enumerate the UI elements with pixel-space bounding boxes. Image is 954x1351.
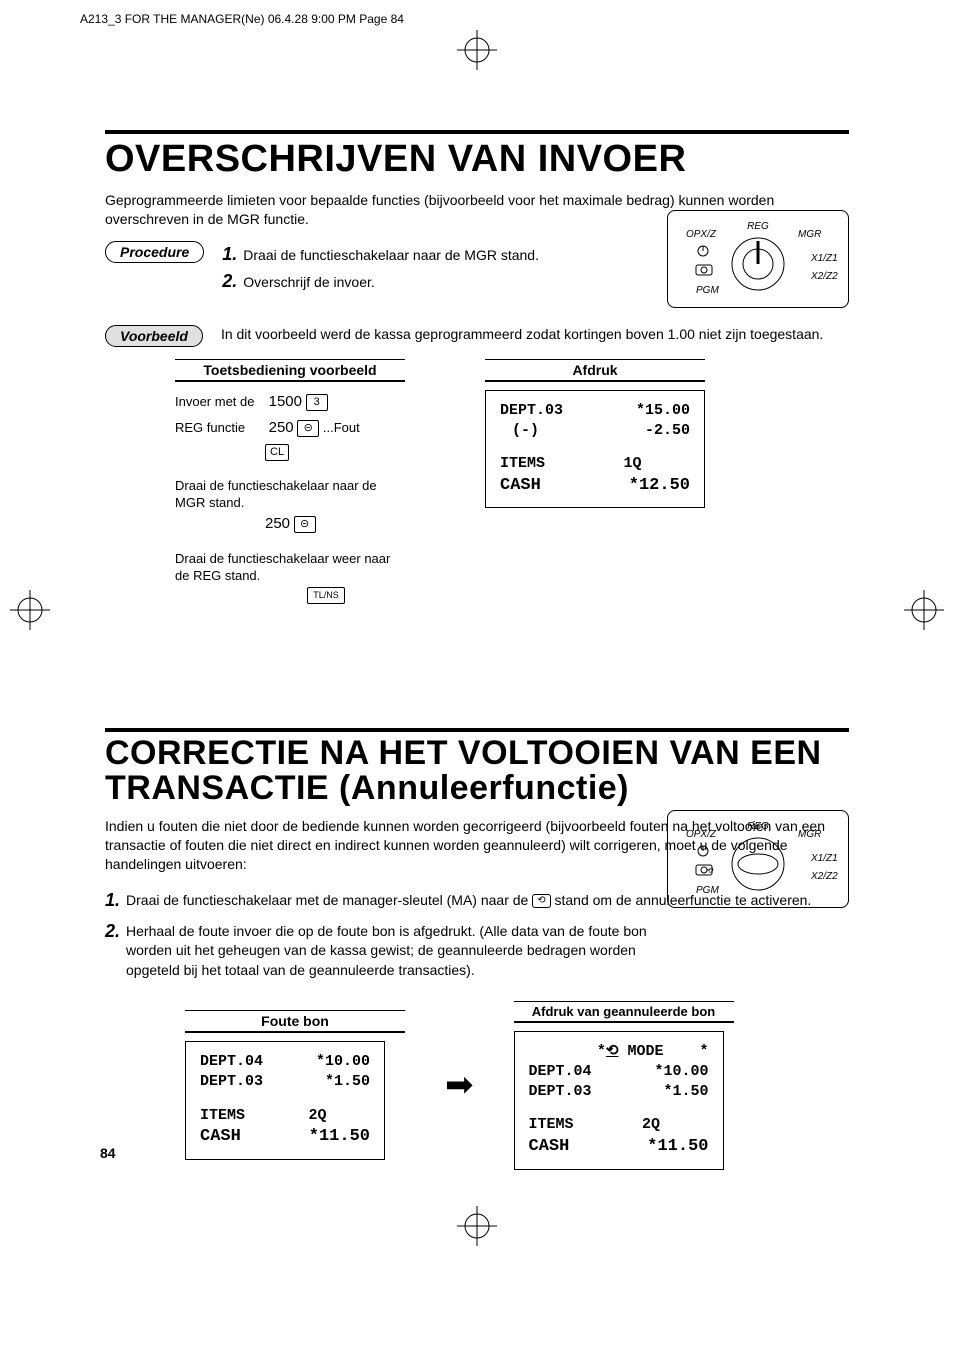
invoer-label: Invoer met de — [175, 392, 265, 413]
crop-mark-top — [457, 30, 497, 75]
step1-text: Draai de functieschakelaar naar de MGR s… — [243, 247, 539, 263]
crop-mark-left — [10, 590, 50, 635]
section2: CORRECTIE NA HET VOLTOOIEN VAN EEN TRANS… — [105, 728, 849, 1170]
key-tlns: TL/NS — [307, 587, 345, 604]
procedure-steps: 1. Draai de functieschakelaar naar de MGR… — [222, 241, 539, 295]
r1-total: *12.50 — [629, 475, 690, 498]
key-minus-b: ⊝ — [294, 516, 316, 533]
ra-l4a: CASH — [529, 1136, 570, 1159]
ra-mode-text: MODE — [627, 1043, 663, 1060]
example-row: Voorbeeld In dit voorbeeld werd de kassa… — [105, 325, 849, 347]
annul-bon-col: Afdruk van geannuleerde bon *⟲ MODE * DE… — [514, 1001, 734, 1170]
rf-l1b: *10.00 — [316, 1052, 370, 1072]
svg-text:X1/Z1: X1/Z1 — [810, 253, 838, 264]
annul-header: Afdruk van geannuleerde bon — [514, 1001, 734, 1023]
svg-text:PGM: PGM — [696, 285, 719, 296]
receipt-foute: DEPT.04 *10.00 DEPT.03 *1.50 ITEMS 2Q CASH *… — [185, 1041, 385, 1160]
rf-l4a: CASH — [200, 1126, 241, 1149]
svg-text:MGR: MGR — [798, 229, 821, 240]
page-number: 84 — [100, 1145, 116, 1161]
afdruk-header: Afdruk — [485, 359, 705, 382]
section1-title: OVERSCHRIJVEN VAN INVOER — [105, 138, 849, 181]
ra-l2a: DEPT.03 — [529, 1082, 592, 1102]
svg-text:OPX/Z: OPX/Z — [686, 229, 717, 240]
key-cl: CL — [265, 444, 289, 461]
foute-bon-col: Foute bon DEPT.04 *10.00 DEPT.03 *1.50 ITE… — [185, 1010, 405, 1160]
rf-l1a: DEPT.04 — [200, 1052, 263, 1072]
ra-l3a: ITEMS — [529, 1115, 574, 1135]
r1-amt1: *15.00 — [636, 401, 690, 421]
s2-step2: Herhaal de foute invoer die op de foute … — [126, 919, 666, 981]
rf-l4b: *11.50 — [309, 1126, 370, 1149]
val-250b: 250 — [265, 512, 290, 536]
r1-cash: CASH — [500, 475, 541, 498]
key-minus: ⊝ — [297, 420, 319, 437]
svg-text:X1/Z1: X1/Z1 — [810, 853, 838, 864]
key-3: 3 — [306, 394, 328, 411]
crop-mark-bottom — [457, 1206, 497, 1251]
step-number: 2. — [222, 271, 237, 291]
svg-text:REG: REG — [747, 221, 769, 232]
rf-l3a: ITEMS — [200, 1106, 245, 1126]
r1-amt2: -2.50 — [645, 421, 690, 441]
void-mode-icon: ⟲ — [532, 894, 550, 908]
r1-qty: 1Q — [624, 454, 642, 474]
arrow-icon: ➡ — [445, 1065, 474, 1105]
svg-text:⟲: ⟲ — [706, 866, 714, 875]
fout-text: ...Fout — [323, 420, 360, 435]
reg-label: REG functie — [175, 418, 265, 439]
receipts-row: Foute bon DEPT.04 *10.00 DEPT.03 *1.50 ITE… — [185, 1001, 849, 1170]
ra-l1b: *10.00 — [654, 1062, 708, 1082]
val-1500: 1500 — [269, 390, 302, 414]
val-250: 250 — [269, 416, 294, 440]
crop-mark-right — [904, 590, 944, 635]
r1-items: ITEMS — [500, 454, 545, 474]
step-number: 1. — [222, 244, 237, 264]
receipt-overschrijven: DEPT.03 *15.00 (-) -2.50 ITEMS 1Q CASH *12.5… — [485, 390, 705, 509]
voorbeeld-pill: Voorbeeld — [105, 325, 203, 347]
step-number: 1. — [105, 888, 120, 913]
afdruk-col: Afdruk DEPT.03 *15.00 (-) -2.50 ITEMS 1Q CA… — [485, 359, 705, 608]
step-number: 2. — [105, 919, 120, 981]
foute-bon-header: Foute bon — [185, 1010, 405, 1033]
ra-mode: *⟲ MODE * — [597, 1042, 709, 1062]
step2-text: Overschrijf de invoer. — [243, 274, 375, 290]
svg-text:REG: REG — [747, 821, 769, 832]
keyops-and-receipt: Toetsbediening voorbeeld Invoer met de 1… — [175, 359, 849, 608]
svg-text:X2/Z2: X2/Z2 — [810, 871, 838, 882]
keyops-col: Toetsbediening voorbeeld Invoer met de 1… — [175, 359, 405, 608]
print-header: A213_3 FOR THE MANAGER(Ne) 06.4.28 9:00 … — [80, 12, 404, 26]
mode-dial-box-2: REG OPX/Z MGR X1/Z1 X2/Z2 PGM ⟲ — [667, 810, 849, 908]
ra-l2b: *1.50 — [663, 1082, 708, 1102]
r1-dept: DEPT.03 — [500, 401, 563, 421]
note1: Draai de functieschakelaar naar de MGR s… — [175, 477, 405, 512]
svg-text:X2/Z2: X2/Z2 — [810, 271, 838, 282]
keyops-body: Invoer met de 1500 3 REG functie 250 ⊝ .… — [175, 390, 405, 606]
ra-l3b: 2Q — [642, 1115, 660, 1135]
example-text: In dit voorbeeld werd de kassa geprogram… — [221, 325, 849, 344]
mode-dial-icon-2: REG OPX/Z MGR X1/Z1 X2/Z2 PGM ⟲ — [678, 819, 838, 899]
s2-step1a: Draai de functieschakelaar met de manage… — [126, 892, 532, 908]
mode-dial-box: REG OPX/Z MGR X1/Z1 X2/Z2 PGM — [667, 210, 849, 308]
svg-text:OPX/Z: OPX/Z — [686, 829, 717, 840]
page: A213_3 FOR THE MANAGER(Ne) 06.4.28 9:00 … — [0, 0, 954, 1351]
receipt-annul: *⟲ MODE * DEPT.04 *10.00 DEPT.03 *1.50 ITE… — [514, 1031, 724, 1170]
keyops-header: Toetsbediening voorbeeld — [175, 359, 405, 382]
rf-l2b: *1.50 — [325, 1072, 370, 1092]
section2-title: CORRECTIE NA HET VOLTOOIEN VAN EEN TRANS… — [105, 736, 849, 807]
svg-text:MGR: MGR — [798, 829, 821, 840]
svg-text:PGM: PGM — [696, 885, 719, 896]
ra-l1a: DEPT.04 — [529, 1062, 592, 1082]
mode-dial-icon: REG OPX/Z MGR X1/Z1 X2/Z2 PGM — [678, 219, 838, 299]
r1-minus: (-) — [500, 421, 539, 441]
content: OVERSCHRIJVEN VAN INVOER Geprogrammeerde… — [105, 130, 849, 1170]
section-rule — [105, 130, 849, 134]
rf-l2a: DEPT.03 — [200, 1072, 263, 1092]
procedure-pill: Procedure — [105, 241, 204, 263]
rf-l3b: 2Q — [309, 1106, 327, 1126]
note2: Draai de functieschakelaar weer naar de … — [175, 550, 405, 585]
ra-l4b: *11.50 — [647, 1136, 708, 1159]
section-rule — [105, 728, 849, 732]
